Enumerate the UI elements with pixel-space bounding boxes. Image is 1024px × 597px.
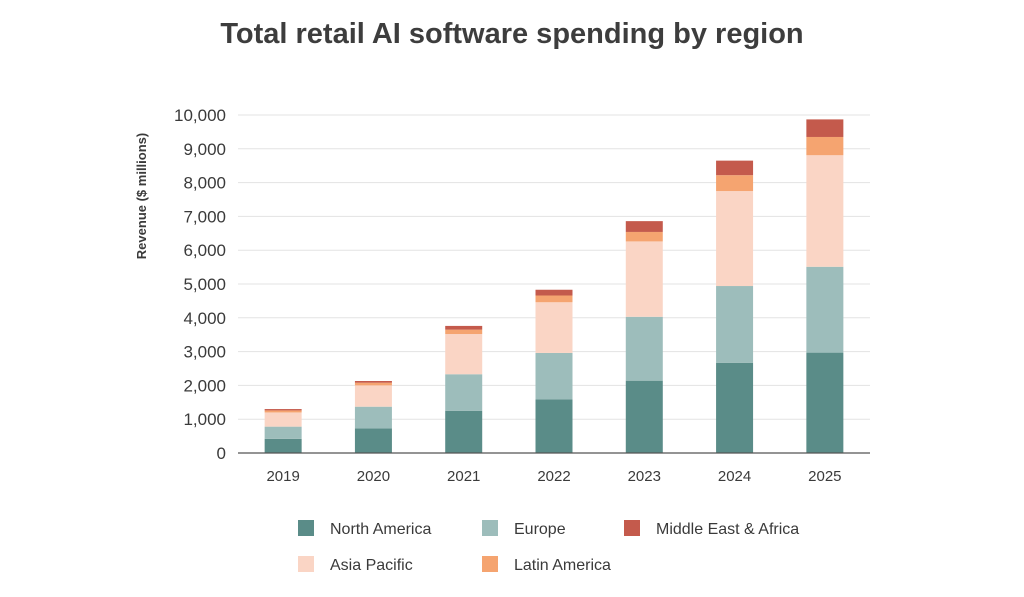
y-tick-label: 0 — [217, 444, 226, 463]
bar-segment — [806, 266, 844, 353]
y-tick-label: 6,000 — [183, 241, 226, 260]
legend-label: North America — [330, 521, 431, 538]
y-tick-label: 1,000 — [183, 410, 226, 429]
bar-segment — [445, 334, 483, 375]
bar-segment — [354, 428, 392, 453]
bar-segment — [535, 399, 573, 453]
x-axis-ticks: 2019 2020 2021 2022 2023 2024 2025 — [266, 468, 841, 485]
bar-segment — [625, 241, 663, 317]
x-tick-label: 2020 — [357, 468, 390, 485]
y-axis-ticks: 0 1,000 2,000 3,000 4,000 5,000 6,000 7,000 8,00… — [174, 106, 226, 463]
bars — [264, 119, 844, 453]
bar-segment — [806, 352, 844, 453]
bar-segment — [806, 136, 844, 156]
x-tick-label: 2019 — [266, 468, 299, 485]
bar-segment — [625, 231, 663, 242]
bar-segment — [535, 352, 573, 400]
bar-segment — [716, 175, 754, 192]
legend-swatch — [298, 556, 314, 572]
bar-segment — [535, 295, 573, 303]
bar-segment — [625, 221, 663, 232]
legend-swatch — [482, 556, 498, 572]
legend-label: Latin America — [514, 557, 611, 574]
bar-segment — [264, 409, 302, 411]
bar-segment — [535, 289, 573, 296]
x-tick-label: 2023 — [628, 468, 661, 485]
bar-segment — [625, 380, 663, 453]
bar-segment — [445, 329, 483, 335]
bar-segment — [806, 155, 844, 267]
bar-segment — [354, 381, 392, 383]
x-tick-label: 2024 — [718, 468, 751, 485]
x-tick-label: 2021 — [447, 468, 480, 485]
bar-segment — [716, 286, 754, 363]
bar-segment — [445, 374, 483, 411]
bar-segment — [354, 385, 392, 407]
y-tick-label: 2,000 — [183, 376, 226, 395]
bar-segment — [264, 438, 302, 453]
legend-label: Middle East & Africa — [656, 521, 799, 538]
bar-segment — [354, 382, 392, 386]
y-tick-label: 8,000 — [183, 174, 226, 193]
bar-segment — [716, 160, 754, 176]
y-tick-label: 10,000 — [174, 106, 226, 125]
bar-segment — [264, 412, 302, 427]
x-tick-label: 2022 — [537, 468, 570, 485]
legend: North America Europe Middle East & Africa A… — [298, 520, 799, 574]
bar-segment — [354, 406, 392, 429]
chart-title: Total retail AI software spending by reg… — [220, 18, 804, 50]
bar-segment — [445, 325, 483, 330]
bar-segment — [445, 410, 483, 453]
y-tick-label: 5,000 — [183, 275, 226, 294]
bar-segment — [535, 302, 573, 353]
x-tick-label: 2025 — [808, 468, 841, 485]
y-tick-label: 9,000 — [183, 140, 226, 159]
legend-swatch — [298, 520, 314, 536]
legend-swatch — [482, 520, 498, 536]
bar-segment — [264, 410, 302, 413]
bar-segment — [806, 119, 844, 137]
legend-label: Europe — [514, 521, 566, 538]
legend-label: Asia Pacific — [330, 557, 413, 574]
bar-segment — [716, 362, 754, 453]
y-axis-label: Revenue ($ millions) — [134, 133, 149, 259]
bar-segment — [625, 316, 663, 381]
y-tick-label: 4,000 — [183, 309, 226, 328]
y-tick-label: 3,000 — [183, 343, 226, 362]
bar-segment — [264, 426, 302, 439]
bar-segment — [716, 191, 754, 287]
legend-swatch — [624, 520, 640, 536]
y-tick-label: 7,000 — [183, 207, 226, 226]
